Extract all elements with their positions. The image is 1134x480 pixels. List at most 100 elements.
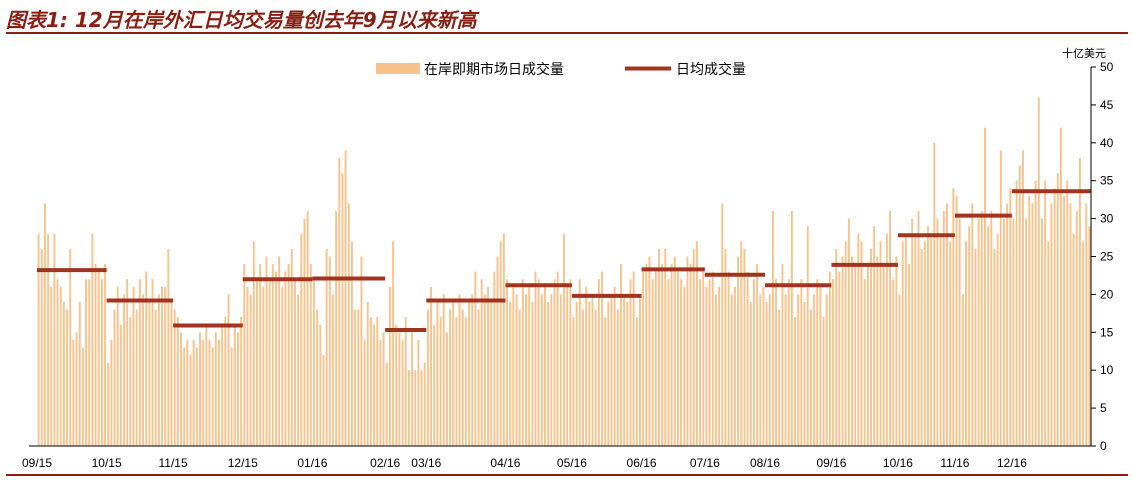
daily-volume-bar <box>819 286 822 446</box>
daily-volume-bar <box>199 332 201 446</box>
daily-volume-bar <box>550 294 553 446</box>
daily-volume-bar <box>164 286 167 446</box>
x-tick-label: 06/16 <box>627 456 657 470</box>
daily-volume-bar <box>942 211 945 446</box>
daily-volume-bar <box>382 332 385 446</box>
daily-volume-bar <box>1006 203 1009 446</box>
daily-volume-bar <box>256 279 258 446</box>
daily-volume-bar <box>379 339 382 446</box>
daily-volume-bar <box>430 286 433 446</box>
daily-volume-bar <box>540 294 543 446</box>
daily-volume-bar <box>569 279 572 446</box>
daily-volume-bar <box>955 195 958 446</box>
daily-volume-bar <box>813 294 815 446</box>
daily-volume-bar <box>635 317 638 446</box>
daily-volume-bar <box>189 355 192 446</box>
daily-volume-bar <box>297 294 300 446</box>
daily-volume-bar <box>714 294 717 446</box>
daily-volume-bar <box>677 271 679 446</box>
daily-volume-bar <box>157 294 160 446</box>
daily-volume-bar <box>1047 241 1050 446</box>
daily-volume-bar <box>411 332 414 446</box>
daily-volume-bar <box>331 294 334 446</box>
daily-volume-bar <box>737 256 740 446</box>
daily-volume-bar <box>126 279 129 446</box>
daily-volume-bar <box>1034 180 1037 446</box>
daily-volume-bar <box>170 301 173 446</box>
x-tick-label: 02/16 <box>370 456 400 470</box>
daily-volume-bar <box>439 317 442 446</box>
daily-volume-bar <box>1063 195 1066 446</box>
daily-volume-bar <box>426 309 429 446</box>
daily-volume-bar <box>59 286 62 446</box>
daily-volume-bar <box>360 256 363 446</box>
daily-volume-bar <box>294 279 296 446</box>
daily-volume-bar <box>240 317 243 446</box>
daily-volume-bar <box>208 339 211 446</box>
daily-volume-bar <box>936 218 939 446</box>
daily-volume-bar <box>303 218 306 446</box>
daily-volume-bar <box>385 362 388 446</box>
daily-volume-bar <box>547 301 550 446</box>
y-tick-label: 45 <box>1100 98 1114 112</box>
daily-volume-bar <box>88 279 91 446</box>
daily-volume-bar <box>173 309 176 446</box>
daily-volume-bar <box>879 241 882 446</box>
daily-volume-bar <box>518 309 521 446</box>
daily-volume-bar <box>91 233 94 446</box>
daily-volume-bar <box>876 256 879 446</box>
daily-volume-bar <box>62 301 65 446</box>
y-tick-label: 50 <box>1100 60 1114 74</box>
daily-volume-bar <box>195 347 198 446</box>
daily-volume-bar <box>863 279 866 446</box>
daily-volume-bar <box>275 271 277 446</box>
daily-volume-bar <box>800 279 803 446</box>
daily-volume-bar <box>1044 180 1047 446</box>
daily-volume-bar <box>762 286 765 446</box>
daily-volume-bar <box>870 248 872 446</box>
daily-volume-bar <box>822 317 825 446</box>
daily-volume-bar <box>866 264 869 446</box>
daily-volume-bar <box>556 271 559 446</box>
daily-volume-bar <box>515 294 518 446</box>
daily-volume-bar <box>338 157 341 446</box>
daily-volume-bar <box>898 294 901 446</box>
daily-volume-bar <box>623 294 626 446</box>
y-unit-label: 十亿美元 <box>1062 46 1106 60</box>
y-tick-label: 20 <box>1100 287 1114 301</box>
daily-volume-bar <box>404 317 407 446</box>
daily-volume-bar <box>917 211 920 446</box>
daily-volume-bar <box>857 233 860 446</box>
daily-volume-bar <box>965 241 967 446</box>
daily-volume-bar <box>987 226 990 446</box>
daily-volume-bar <box>952 188 955 446</box>
daily-volume-bar <box>211 347 214 446</box>
daily-volume-bar <box>1025 218 1028 446</box>
daily-volume-bar <box>107 362 110 446</box>
daily-volume-bar <box>398 332 401 446</box>
daily-volume-bar <box>1050 203 1053 446</box>
daily-volume-bar <box>683 286 686 446</box>
daily-volume-bar <box>512 286 515 446</box>
y-tick-label: 40 <box>1100 136 1114 150</box>
daily-volume-bar <box>259 264 262 446</box>
daily-volume-bar <box>369 317 372 446</box>
daily-volume-bar <box>860 241 863 446</box>
x-tick-label: 11/16 <box>940 456 969 470</box>
daily-volume-bar <box>116 286 119 446</box>
daily-volume-bar <box>104 264 106 446</box>
daily-volume-bar <box>319 324 322 446</box>
daily-volume-bar <box>787 279 790 446</box>
daily-volume-bar <box>806 226 809 446</box>
daily-volume-bar <box>423 362 426 446</box>
daily-volume-bar <box>445 332 448 446</box>
daily-volume-bar <box>40 248 43 446</box>
daily-volume-bar <box>66 309 69 446</box>
daily-volume-bar <box>667 279 670 446</box>
daily-volume-bar <box>775 279 778 446</box>
daily-volume-bar <box>639 294 641 446</box>
y-tick-label: 25 <box>1100 250 1114 264</box>
daily-volume-bar <box>803 301 806 446</box>
daily-volume-bar <box>1085 203 1088 446</box>
daily-volume-bar <box>50 286 53 446</box>
